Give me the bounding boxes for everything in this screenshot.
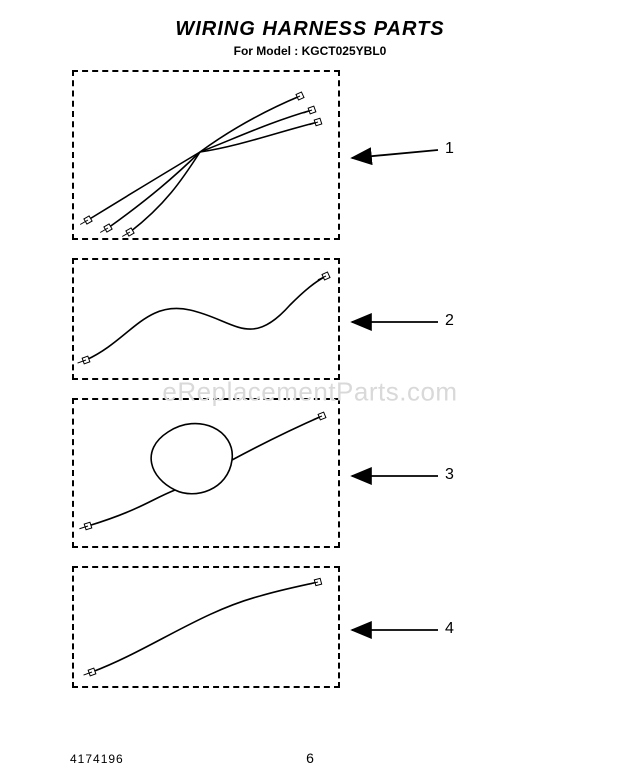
footer-page-number: 6 <box>0 750 620 766</box>
callout-label-2: 2 <box>445 312 454 330</box>
page: WIRING HARNESS PARTS For Model : KGCT025… <box>0 0 620 784</box>
callout-label-4: 4 <box>445 620 454 638</box>
callout-label-3: 3 <box>445 466 454 484</box>
diagram-svg <box>0 0 620 784</box>
callout-label-1: 1 <box>445 140 454 158</box>
